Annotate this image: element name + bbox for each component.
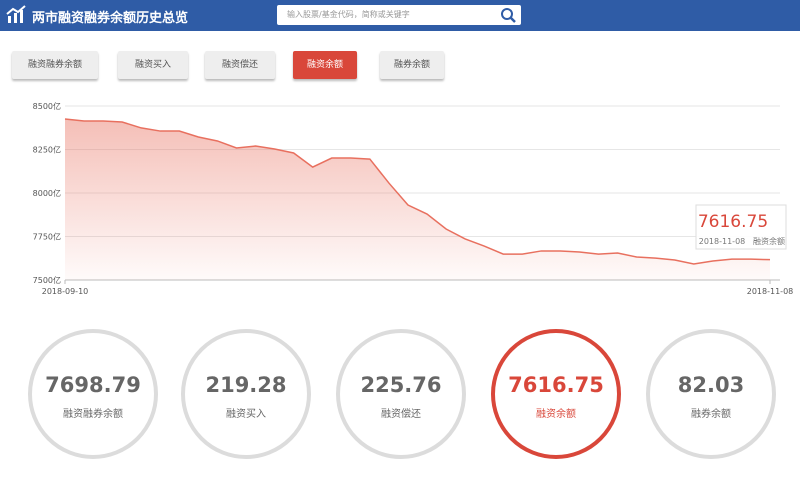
stat-label: 融券余额 bbox=[691, 409, 731, 420]
stat-label: 融资买入 bbox=[226, 409, 266, 420]
stat-label: 融资融券余额 bbox=[63, 409, 123, 420]
tab[interactable]: 融资买入 bbox=[118, 51, 188, 79]
stat-value: 225.76 bbox=[360, 373, 442, 397]
tab[interactable]: 融资余额 bbox=[293, 51, 357, 79]
tooltip-date: 2018-11-08 bbox=[699, 237, 746, 246]
tab[interactable]: 融资融券余额 bbox=[12, 51, 98, 79]
page-title: 两市融资融券余额历史总览 bbox=[32, 11, 189, 26]
stat-value: 7698.79 bbox=[45, 373, 141, 397]
tooltip-series: 融资余额 bbox=[753, 236, 785, 246]
stat-circle[interactable]: 225.76 融资偿还 bbox=[336, 329, 466, 459]
logo bbox=[6, 5, 26, 23]
stat-label: 融资偿还 bbox=[381, 409, 421, 420]
stat-label: 融资余额 bbox=[536, 409, 576, 420]
x-tick-label: 2018-11-08 bbox=[747, 287, 794, 296]
stat-circle[interactable]: 219.28 融资买入 bbox=[181, 329, 311, 459]
tooltip-box bbox=[695, 204, 787, 250]
stat-circle[interactable]: 82.03 融券余额 bbox=[646, 329, 776, 459]
chart: 7500亿 7750亿 8000亿 8250亿 8500亿 2018-09-10 2018-… bbox=[33, 101, 794, 296]
stat-value: 219.28 bbox=[205, 373, 287, 397]
tooltip-value: 7616.75 bbox=[698, 212, 768, 232]
y-tick-label: 8250亿 bbox=[33, 145, 61, 155]
y-tick-label: 7750亿 bbox=[33, 232, 61, 242]
y-tick-label: 8000亿 bbox=[33, 188, 61, 198]
search-placeholder: 输入股票/基金代码，简称或关键字 bbox=[287, 10, 410, 19]
search-box[interactable]: 输入股票/基金代码，简称或关键字 bbox=[277, 5, 521, 25]
stat-value: 82.03 bbox=[677, 373, 745, 397]
x-tick-label: 2018-09-10 bbox=[42, 287, 89, 296]
y-tick-label: 8500亿 bbox=[33, 101, 61, 111]
tab[interactable]: 融券余额 bbox=[380, 51, 444, 79]
stat-circle[interactable]: 7698.79 融资融券余额 bbox=[28, 329, 158, 459]
search-icon[interactable] bbox=[499, 6, 517, 24]
tooltip: 7616.75 2018-11-08 融资余额 bbox=[695, 204, 787, 250]
stat-value: 7616.75 bbox=[508, 373, 604, 397]
stat-circle[interactable]: 7616.75 融资余额 bbox=[491, 329, 621, 459]
header: 两市融资融券余额历史总览 输入股票/基金代码，简称或关键字 bbox=[0, 0, 800, 31]
tab[interactable]: 融资偿还 bbox=[205, 51, 275, 79]
line bbox=[64, 118, 771, 265]
y-tick-label: 7500亿 bbox=[33, 275, 61, 285]
area bbox=[65, 119, 770, 280]
